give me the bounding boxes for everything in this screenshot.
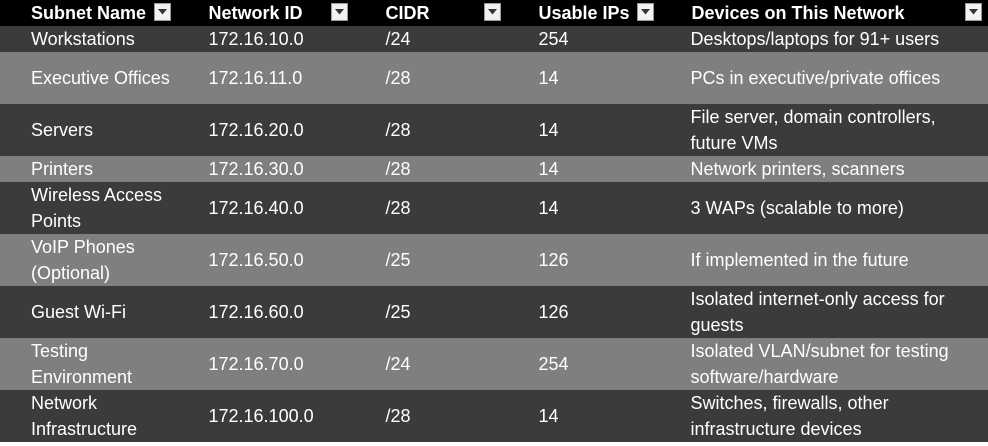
cell-cidr[interactable]: /25 bbox=[385, 302, 411, 322]
cell-network-id[interactable]: 172.16.70.0 bbox=[208, 354, 304, 374]
cell-network-id[interactable]: 172.16.20.0 bbox=[208, 120, 304, 140]
cell-subnet-name[interactable]: Workstations bbox=[31, 29, 135, 49]
dropdown-arrow-icon bbox=[968, 9, 978, 15]
table-row: Printers 172.16.30.0 /28 14 Network prin… bbox=[0, 156, 988, 182]
cell-cidr[interactable]: /28 bbox=[385, 68, 411, 88]
cell-usable-ips[interactable]: 126 bbox=[538, 250, 569, 270]
header-label: CIDR bbox=[385, 3, 430, 23]
cell-network-id[interactable]: 172.16.30.0 bbox=[208, 159, 304, 179]
cell-subnet-name[interactable]: Network Infrastructure bbox=[31, 393, 138, 439]
cell-devices[interactable]: File server, domain controllers, future … bbox=[690, 107, 936, 153]
table-row: Testing Environment 172.16.70.0 /24 254 … bbox=[0, 338, 988, 390]
cell-devices[interactable]: Isolated VLAN/subnet for testing softwar… bbox=[690, 341, 949, 387]
cell-usable-ips[interactable]: 14 bbox=[538, 406, 559, 426]
cell-subnet-name[interactable]: VoIP Phones (Optional) bbox=[31, 237, 135, 283]
filter-dropdown-button[interactable] bbox=[330, 3, 348, 21]
dropdown-arrow-icon bbox=[334, 9, 344, 15]
cell-cidr[interactable]: /28 bbox=[385, 198, 411, 218]
header-row: Subnet Name Network ID CIDR Usable IPs D… bbox=[0, 0, 988, 26]
cell-devices[interactable]: PCs in executive/private offices bbox=[690, 68, 941, 88]
table-row: Network Infrastructure 172.16.100.0 /28 … bbox=[0, 390, 988, 442]
header-subnet-name: Subnet Name bbox=[0, 0, 178, 26]
cell-usable-ips[interactable]: 14 bbox=[538, 68, 559, 88]
cell-usable-ips[interactable]: 14 bbox=[538, 198, 559, 218]
table-row: Guest Wi-Fi 172.16.60.0 /25 126 Isolated… bbox=[0, 286, 988, 338]
table-row: Wireless Access Points 172.16.40.0 /28 1… bbox=[0, 182, 988, 234]
header-label: Subnet Name bbox=[31, 3, 147, 23]
cell-network-id[interactable]: 172.16.10.0 bbox=[208, 29, 304, 49]
cell-subnet-name[interactable]: Printers bbox=[31, 159, 94, 179]
filter-dropdown-button[interactable] bbox=[964, 3, 982, 21]
cell-usable-ips[interactable]: 14 bbox=[538, 120, 559, 140]
cell-devices[interactable]: Network printers, scanners bbox=[690, 159, 905, 179]
cell-devices[interactable]: Isolated internet-only access for guests bbox=[690, 289, 945, 335]
cell-subnet-name[interactable]: Wireless Access Points bbox=[31, 185, 163, 231]
cell-cidr[interactable]: /28 bbox=[385, 406, 411, 426]
table-row: VoIP Phones (Optional) 172.16.50.0 /25 1… bbox=[0, 234, 988, 286]
cell-network-id[interactable]: 172.16.60.0 bbox=[208, 302, 304, 322]
cell-network-id[interactable]: 172.16.11.0 bbox=[208, 68, 303, 88]
header-usable-ips: Usable IPs bbox=[507, 0, 661, 26]
cell-devices[interactable]: Desktops/laptops for 91+ users bbox=[690, 29, 940, 49]
header-label: Network ID bbox=[208, 3, 303, 23]
table-row: Servers 172.16.20.0 /28 14 File server, … bbox=[0, 104, 988, 156]
cell-usable-ips[interactable]: 126 bbox=[538, 302, 569, 322]
header-label: Devices on This Network bbox=[691, 3, 905, 23]
cell-network-id[interactable]: 172.16.40.0 bbox=[208, 198, 304, 218]
cell-cidr[interactable]: /28 bbox=[385, 159, 411, 179]
cell-network-id[interactable]: 172.16.100.0 bbox=[208, 406, 314, 426]
cell-cidr[interactable]: /24 bbox=[385, 354, 411, 374]
dropdown-arrow-icon bbox=[487, 9, 497, 15]
cell-devices[interactable]: Switches, firewalls, other infrastructur… bbox=[690, 393, 889, 439]
cell-network-id[interactable]: 172.16.50.0 bbox=[208, 250, 304, 270]
cell-subnet-name[interactable]: Executive Offices bbox=[31, 68, 170, 88]
filter-dropdown-button[interactable] bbox=[483, 3, 501, 21]
dropdown-arrow-icon bbox=[640, 9, 650, 15]
cell-subnet-name[interactable]: Servers bbox=[31, 120, 94, 140]
cell-cidr[interactable]: /24 bbox=[385, 29, 411, 49]
filter-dropdown-button[interactable] bbox=[636, 3, 654, 21]
cell-devices[interactable]: 3 WAPs (scalable to more) bbox=[690, 198, 904, 218]
cell-cidr[interactable]: /28 bbox=[385, 120, 411, 140]
header-cidr: CIDR bbox=[354, 0, 508, 26]
filter-dropdown-button[interactable] bbox=[153, 3, 171, 21]
cell-subnet-name[interactable]: Testing Environment bbox=[31, 341, 133, 387]
header-network-id: Network ID bbox=[177, 0, 355, 26]
cell-cidr[interactable]: /25 bbox=[385, 250, 411, 270]
cell-usable-ips[interactable]: 254 bbox=[538, 29, 569, 49]
header-label: Usable IPs bbox=[538, 3, 630, 23]
table-row: Workstations 172.16.10.0 /24 254 Desktop… bbox=[0, 26, 988, 52]
cell-subnet-name[interactable]: Guest Wi-Fi bbox=[31, 302, 127, 322]
cell-devices[interactable]: If implemented in the future bbox=[690, 250, 909, 270]
dropdown-arrow-icon bbox=[157, 9, 167, 15]
table-row: Executive Offices 172.16.11.0 /28 14 PCs… bbox=[0, 52, 988, 104]
cell-usable-ips[interactable]: 14 bbox=[538, 159, 559, 179]
header-devices: Devices on This Network bbox=[660, 0, 988, 26]
cell-usable-ips[interactable]: 254 bbox=[538, 354, 569, 374]
